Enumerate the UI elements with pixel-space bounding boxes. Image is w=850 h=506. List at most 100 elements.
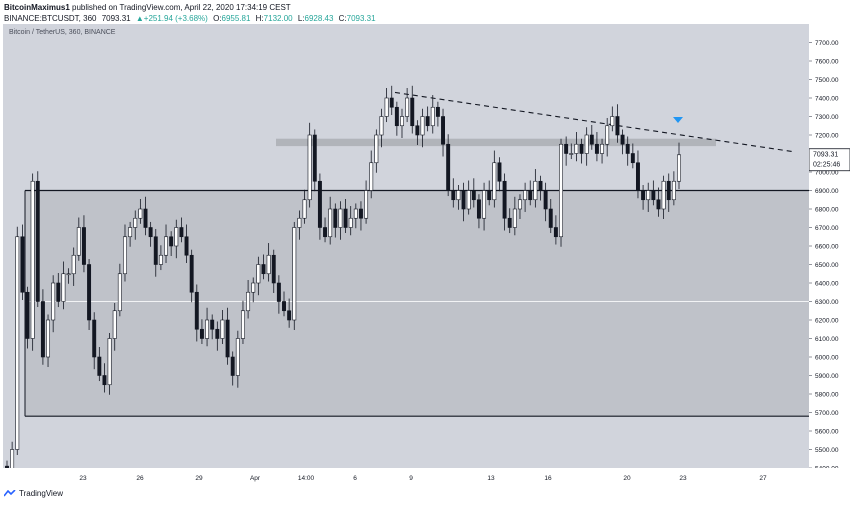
candle — [358, 201, 363, 231]
candle-body — [358, 208, 363, 219]
candle — [497, 157, 502, 192]
candle-body — [215, 328, 220, 339]
candle-body — [625, 143, 630, 154]
candle — [584, 127, 589, 166]
candle-body — [220, 319, 225, 339]
candle — [451, 178, 456, 208]
candle-body — [600, 143, 605, 154]
candle-body — [189, 254, 194, 293]
candle — [328, 196, 333, 245]
trendline — [394, 91, 794, 153]
y-tick-label: 5500.00 — [815, 447, 839, 454]
candle — [620, 129, 625, 155]
candle — [297, 210, 302, 240]
candle — [133, 210, 138, 240]
candle — [56, 273, 61, 308]
y-tick-label: 5700.00 — [815, 410, 839, 417]
candle-body — [287, 310, 292, 321]
y-tick-label: 5600.00 — [815, 429, 839, 436]
candle-body — [241, 310, 245, 339]
candle-body — [317, 180, 322, 228]
candle-body — [646, 190, 651, 201]
y-tick-label: 6100.00 — [815, 336, 839, 343]
footer-brand[interactable]: TradingView — [19, 489, 64, 498]
candle-body — [389, 97, 394, 108]
candle — [292, 221, 297, 330]
candle — [97, 347, 102, 382]
candle-body — [364, 190, 369, 219]
candlestick-chart[interactable] — [3, 24, 809, 490]
candle-body — [302, 199, 307, 219]
candle-body — [610, 116, 615, 127]
candle — [5, 460, 9, 488]
candle — [210, 314, 215, 340]
candle — [189, 249, 194, 303]
range-box — [25, 190, 809, 417]
candle-body — [235, 338, 240, 376]
candle — [164, 224, 168, 264]
candle — [261, 254, 266, 280]
candle-body — [199, 328, 204, 339]
candle-body — [441, 116, 445, 145]
x-tick-label: 23 — [679, 475, 687, 482]
candle — [71, 247, 76, 286]
candle — [364, 180, 369, 224]
candle-body — [307, 134, 312, 201]
candle — [235, 330, 240, 388]
candle — [512, 196, 517, 236]
time-scale[interactable]: 23 26 29 Apr 14:00 6 9 13 16 20 23 27 — [3, 468, 809, 486]
candle — [174, 219, 179, 259]
x-tick-label: 20 — [623, 475, 631, 482]
candle-body — [102, 375, 107, 386]
candle — [374, 129, 379, 173]
candle — [482, 182, 487, 231]
x-tick-label: 14:00 — [298, 475, 315, 482]
chart-header: BitcoinMaximus1 published on TradingView… — [4, 2, 844, 24]
candle-body — [143, 208, 148, 228]
candle — [502, 173, 507, 231]
candle — [123, 224, 127, 282]
candle-body — [174, 227, 179, 247]
candle — [594, 132, 599, 162]
candle — [564, 136, 569, 166]
y-tick-label: 7300.00 — [815, 114, 839, 121]
candle-body — [656, 199, 661, 210]
candle — [230, 351, 235, 386]
candle — [307, 122, 312, 208]
y-tick-label: 6500.00 — [815, 262, 839, 269]
candle-body — [71, 254, 76, 275]
y-tick-label: 6400.00 — [815, 281, 839, 288]
y-tick-label: 7500.00 — [815, 77, 839, 84]
candle-body — [405, 97, 410, 117]
candle-body — [76, 227, 81, 256]
candle — [225, 307, 230, 365]
candle-body — [256, 264, 261, 284]
x-tick-label: 9 — [409, 475, 413, 482]
chart-pane[interactable]: Bitcoin / TetherUS, 360, BINANCE — [3, 24, 809, 490]
candle — [379, 108, 384, 148]
candle — [117, 263, 122, 317]
candle — [543, 182, 548, 222]
candle-body — [543, 190, 548, 210]
candle-body — [420, 116, 425, 136]
x-tick-label: 29 — [195, 475, 203, 482]
candle-body — [384, 97, 389, 117]
candle-body — [15, 236, 20, 450]
candle-body — [117, 273, 122, 312]
candle — [430, 95, 435, 134]
candle-body — [512, 208, 517, 228]
candle-body — [205, 319, 210, 339]
candle-body — [425, 116, 430, 127]
candle — [112, 302, 117, 351]
candle — [456, 184, 461, 210]
candle — [61, 261, 66, 310]
candle-body — [651, 190, 656, 201]
candle-body — [374, 134, 379, 164]
candle — [461, 182, 466, 222]
candle — [35, 171, 40, 308]
candle — [317, 173, 322, 240]
y-tick-label: 7200.00 — [815, 133, 839, 140]
tradingview-logo-icon — [4, 489, 16, 496]
price-scale[interactable]: 5400.00 5500.00 5600.00 5700.00 5800.00 5900.… — [808, 24, 850, 473]
author-name[interactable]: BitcoinMaximus1 — [4, 3, 70, 12]
